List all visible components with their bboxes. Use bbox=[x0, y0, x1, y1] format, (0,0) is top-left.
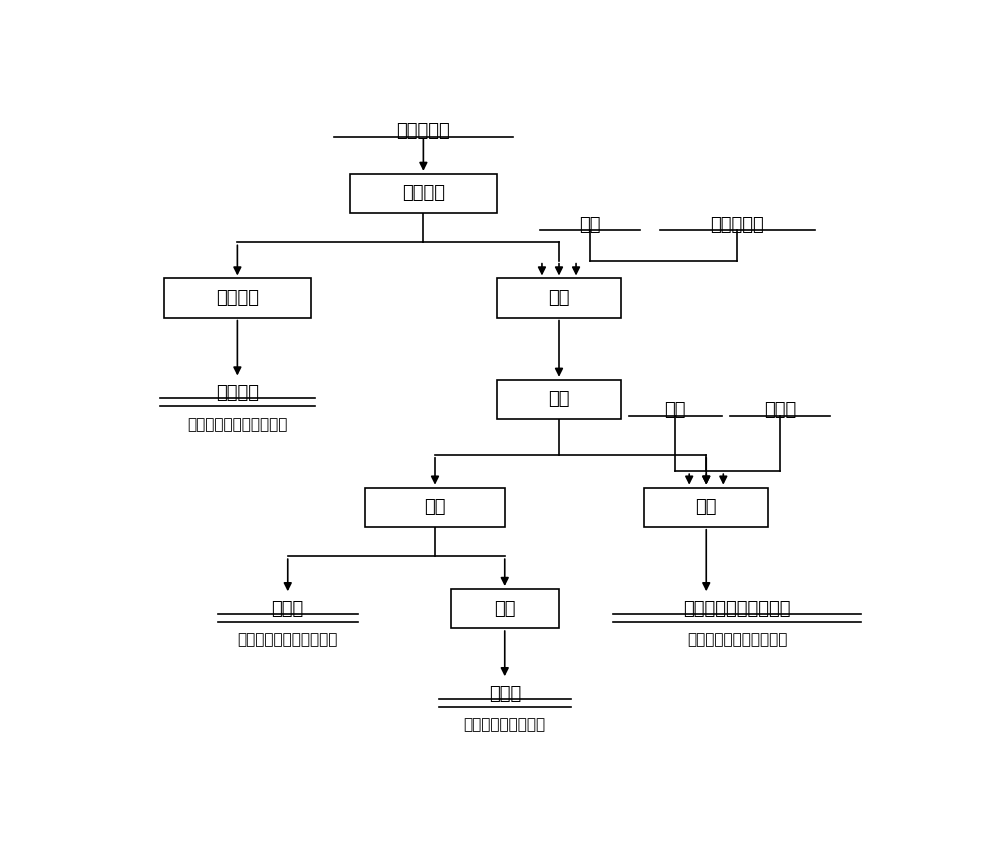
Text: （返回共沉淀过程回用）: （返回共沉淀过程回用） bbox=[238, 633, 338, 648]
FancyBboxPatch shape bbox=[644, 487, 768, 526]
Text: 还原剂: 还原剂 bbox=[764, 402, 796, 419]
Text: 前驱体母液: 前驱体母液 bbox=[396, 122, 450, 140]
Text: 汽提蒸氨: 汽提蒸氨 bbox=[402, 184, 445, 202]
Text: （返回共沉淀过程回用）: （返回共沉淀过程回用） bbox=[187, 417, 288, 431]
FancyBboxPatch shape bbox=[497, 278, 621, 318]
FancyBboxPatch shape bbox=[164, 278, 311, 318]
Text: 硫酸钠: 硫酸钠 bbox=[489, 684, 521, 702]
FancyBboxPatch shape bbox=[365, 487, 505, 526]
Text: 臭氧: 臭氧 bbox=[579, 216, 601, 233]
Text: 氨回收塔: 氨回收塔 bbox=[216, 289, 259, 307]
FancyBboxPatch shape bbox=[450, 589, 559, 628]
FancyBboxPatch shape bbox=[497, 380, 621, 419]
Text: 过滤: 过滤 bbox=[548, 391, 570, 408]
Text: 氧化: 氧化 bbox=[548, 289, 570, 307]
Text: 硫酸: 硫酸 bbox=[664, 402, 686, 419]
Text: 前驱体废料: 前驱体废料 bbox=[710, 216, 764, 233]
Text: 镍、钴、锰硫酸盐溶液: 镍、钴、锰硫酸盐溶液 bbox=[684, 599, 791, 617]
Text: 氨水贮罐: 氨水贮罐 bbox=[216, 384, 259, 402]
Text: 蒸发: 蒸发 bbox=[424, 498, 446, 516]
Text: 结晶: 结晶 bbox=[494, 599, 516, 617]
Text: （返回共沉淀过程回用）: （返回共沉淀过程回用） bbox=[687, 633, 787, 648]
Text: 浸出: 浸出 bbox=[696, 498, 717, 516]
Text: （作为副产品出售）: （作为副产品出售） bbox=[464, 717, 546, 733]
Text: 凝结水: 凝结水 bbox=[272, 599, 304, 617]
FancyBboxPatch shape bbox=[350, 174, 497, 213]
